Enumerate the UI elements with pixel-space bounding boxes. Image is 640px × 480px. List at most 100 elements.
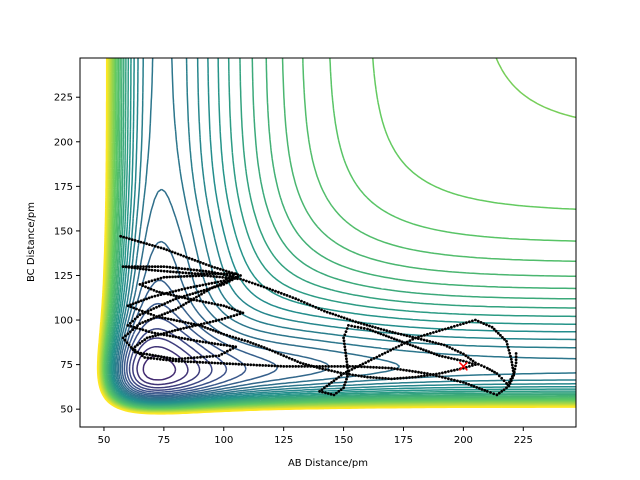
trajectory-point (186, 267, 190, 271)
trajectory-point (222, 362, 226, 365)
trajectory-point (363, 375, 366, 378)
trajectory-point (360, 365, 363, 369)
trajectory-point (345, 327, 349, 330)
trajectory-point (224, 269, 228, 273)
trajectory-point (466, 356, 470, 359)
trajectory-point (136, 350, 139, 354)
trajectory-point (156, 294, 160, 297)
trajectory-point (234, 336, 238, 340)
trajectory-point (264, 364, 268, 367)
contour-level (110, 58, 576, 405)
trajectory-point (265, 286, 269, 290)
trajectory-point (274, 289, 277, 293)
trajectory-point (148, 243, 151, 247)
trajectory-point (423, 371, 426, 375)
trajectory-point (168, 265, 172, 269)
trajectory-point (256, 283, 260, 287)
trajectory-point (141, 328, 145, 332)
contour-level (96, 58, 576, 415)
trajectory-point (408, 335, 412, 338)
trajectory-point (213, 361, 217, 365)
trajectory-point (324, 368, 327, 371)
trajectory-point (201, 361, 205, 364)
trajectory-point (205, 321, 209, 325)
trajectory-point (165, 265, 169, 269)
trajectory-point (142, 298, 146, 302)
trajectory-point (268, 287, 272, 291)
trajectory-point (362, 322, 366, 326)
trajectory-point (393, 377, 396, 380)
trajectory-point (323, 386, 326, 390)
trajectory-point (336, 370, 339, 374)
trajectory-point (138, 352, 142, 356)
trajectory-point (145, 297, 149, 301)
trajectory-point (344, 354, 348, 358)
trajectory-point (503, 338, 506, 341)
trajectory-point (161, 316, 164, 320)
trajectory-point (228, 362, 232, 366)
trajectory-point (321, 390, 324, 394)
trajectory-point (329, 392, 333, 396)
trajectory-point (480, 364, 483, 367)
trajectory-point (288, 365, 292, 368)
trajectory-point (133, 266, 137, 270)
contour-level (112, 58, 576, 404)
trajectory-point (156, 277, 160, 281)
trajectory-point (365, 323, 369, 327)
trajectory-point (215, 275, 219, 279)
trajectory-point (207, 264, 211, 267)
trajectory-point (422, 338, 426, 342)
trajectory-point (508, 351, 512, 355)
trajectory-point (155, 315, 159, 318)
trajectory-point (205, 355, 209, 359)
trajectory-point (180, 336, 184, 340)
trajectory-point (224, 276, 228, 279)
trajectory-point (299, 361, 302, 365)
trajectory-point (357, 365, 360, 368)
trajectory-point (168, 291, 172, 294)
trajectory-point (447, 356, 450, 360)
trajectory-point (444, 327, 447, 331)
trajectory-point (456, 324, 459, 327)
trajectory-point (342, 336, 345, 340)
trajectory-point (142, 265, 145, 268)
trajectory-point (216, 342, 220, 346)
trajectory-point (157, 354, 160, 358)
trajectory-point (419, 347, 423, 351)
trajectory-point (138, 308, 141, 312)
trajectory-point (199, 261, 202, 264)
trajectory-point (162, 275, 166, 279)
trajectory-point (417, 370, 420, 374)
trajectory-point (195, 295, 198, 299)
trajectory-point (140, 340, 144, 343)
trajectory-point (173, 251, 177, 255)
trajectory-point (174, 359, 178, 363)
trajectory-point (219, 303, 223, 307)
trajectory-point (156, 265, 160, 268)
trajectory-point (356, 325, 360, 329)
trajectory-point (146, 286, 150, 290)
trajectory-point (500, 389, 504, 393)
trajectory-point (459, 359, 462, 362)
trajectory-point (469, 357, 472, 361)
trajectory-point (226, 349, 229, 353)
trajectory-point (441, 375, 444, 379)
trajectory-point (210, 302, 214, 305)
trajectory-point (387, 366, 390, 370)
trajectory-point (165, 356, 169, 360)
trajectory-point (259, 284, 263, 288)
trajectory-point (400, 340, 404, 344)
contour-level (116, 58, 576, 401)
trajectory-point (172, 318, 176, 322)
trajectory-point (262, 285, 266, 289)
trajectory-point (321, 367, 324, 371)
trajectory-point (209, 328, 212, 331)
trajectory-point (487, 324, 491, 328)
trajectory-point (427, 350, 431, 354)
trajectory-point (411, 337, 415, 341)
trajectory-point (495, 372, 499, 375)
trajectory-point (210, 286, 214, 290)
trajectory-point (485, 323, 488, 327)
trajectory-point (447, 377, 450, 381)
